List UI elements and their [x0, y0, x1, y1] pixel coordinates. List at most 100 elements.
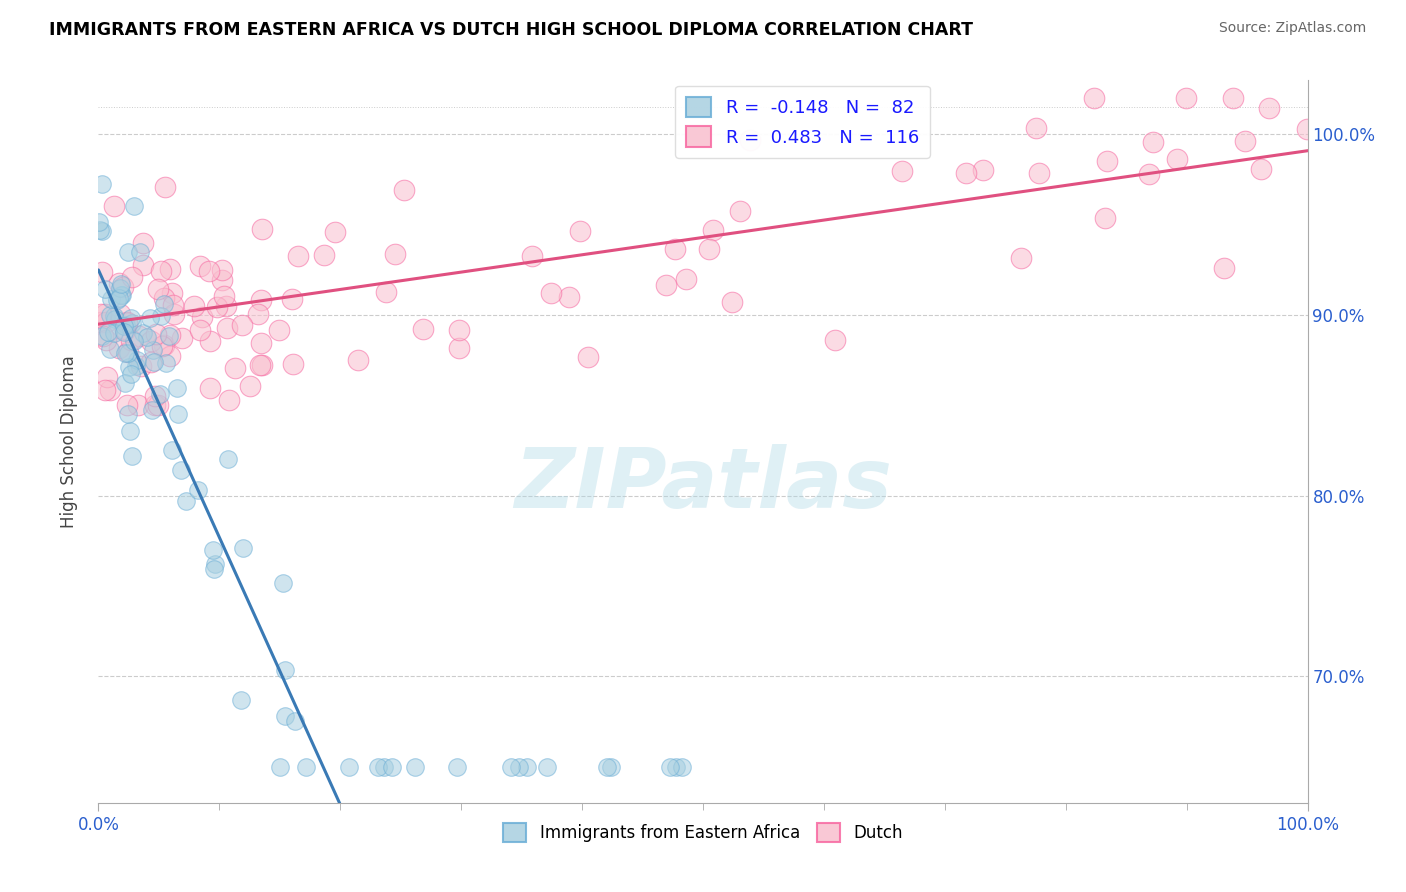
Point [373, 759, 395, 773]
Point [122, 199, 145, 213]
Point [217, 452, 239, 467]
Point [665, 759, 688, 773]
Point [103, 199, 125, 213]
Point [128, 328, 150, 343]
Point [143, 398, 166, 412]
Point [955, 166, 977, 180]
Point [501, 759, 523, 773]
Point [404, 759, 426, 773]
Point [1213, 261, 1236, 276]
Point [183, 299, 205, 313]
Point [1142, 135, 1164, 149]
Point [141, 402, 163, 417]
Y-axis label: High School Diploma: High School Diploma [59, 355, 77, 528]
Point [108, 342, 131, 356]
Point [281, 293, 304, 307]
Point [596, 759, 619, 773]
Point [120, 311, 142, 326]
Point [447, 341, 470, 355]
Point [446, 759, 468, 773]
Point [160, 442, 183, 457]
Point [162, 298, 184, 312]
Point [558, 290, 581, 304]
Point [249, 358, 271, 372]
Point [120, 333, 142, 347]
Point [229, 693, 252, 707]
Point [239, 379, 262, 393]
Point [664, 243, 686, 257]
Point [250, 222, 273, 236]
Point [250, 293, 273, 307]
Point [250, 336, 273, 351]
Point [139, 334, 162, 348]
Point [110, 277, 132, 291]
Point [347, 352, 370, 367]
Point [170, 463, 193, 477]
Point [215, 300, 238, 314]
Point [246, 307, 269, 321]
Point [1137, 167, 1160, 181]
Point [150, 264, 173, 278]
Point [702, 222, 724, 236]
Point [120, 367, 142, 381]
Point [176, 493, 198, 508]
Point [824, 333, 846, 347]
Point [100, 292, 122, 306]
Point [115, 398, 138, 412]
Point [536, 759, 558, 773]
Point [287, 249, 309, 263]
Point [367, 759, 389, 773]
Point [149, 387, 172, 401]
Point [117, 245, 139, 260]
Point [675, 272, 697, 286]
Point [720, 294, 742, 309]
Point [740, 133, 762, 147]
Point [145, 326, 167, 341]
Point [125, 359, 148, 373]
Point [112, 318, 135, 333]
Point [121, 316, 143, 330]
Point [166, 407, 188, 421]
Point [1083, 91, 1105, 105]
Point [1250, 162, 1272, 177]
Point [94, 282, 117, 296]
Point [187, 483, 209, 498]
Point [569, 224, 592, 238]
Point [516, 759, 538, 773]
Point [110, 288, 132, 302]
Point [115, 318, 138, 332]
Point [114, 322, 136, 336]
Point [114, 323, 136, 337]
Point [520, 249, 543, 263]
Point [252, 359, 274, 373]
Point [155, 356, 177, 370]
Point [139, 355, 162, 369]
Point [108, 291, 131, 305]
Point [114, 346, 136, 360]
Point [163, 307, 186, 321]
Point [149, 310, 172, 324]
Point [1175, 91, 1198, 105]
Point [153, 291, 176, 305]
Point [1295, 122, 1317, 136]
Point [152, 338, 174, 352]
Point [103, 309, 125, 323]
Point [142, 343, 165, 358]
Point [198, 334, 221, 348]
Point [105, 293, 128, 308]
Point [94, 333, 117, 347]
Text: IMMIGRANTS FROM EASTERN AFRICA VS DUTCH HIGH SCHOOL DIPLOMA CORRELATION CHART: IMMIGRANTS FROM EASTERN AFRICA VS DUTCH … [49, 21, 973, 39]
Point [110, 288, 132, 302]
Point [107, 277, 129, 291]
Point [337, 759, 360, 773]
Point [218, 392, 240, 407]
Point [697, 242, 720, 256]
Point [1028, 166, 1050, 180]
Point [540, 286, 562, 301]
Point [284, 714, 307, 729]
Point [191, 310, 214, 324]
Point [283, 357, 305, 371]
Point [231, 318, 253, 333]
Point [508, 759, 530, 773]
Point [117, 316, 139, 330]
